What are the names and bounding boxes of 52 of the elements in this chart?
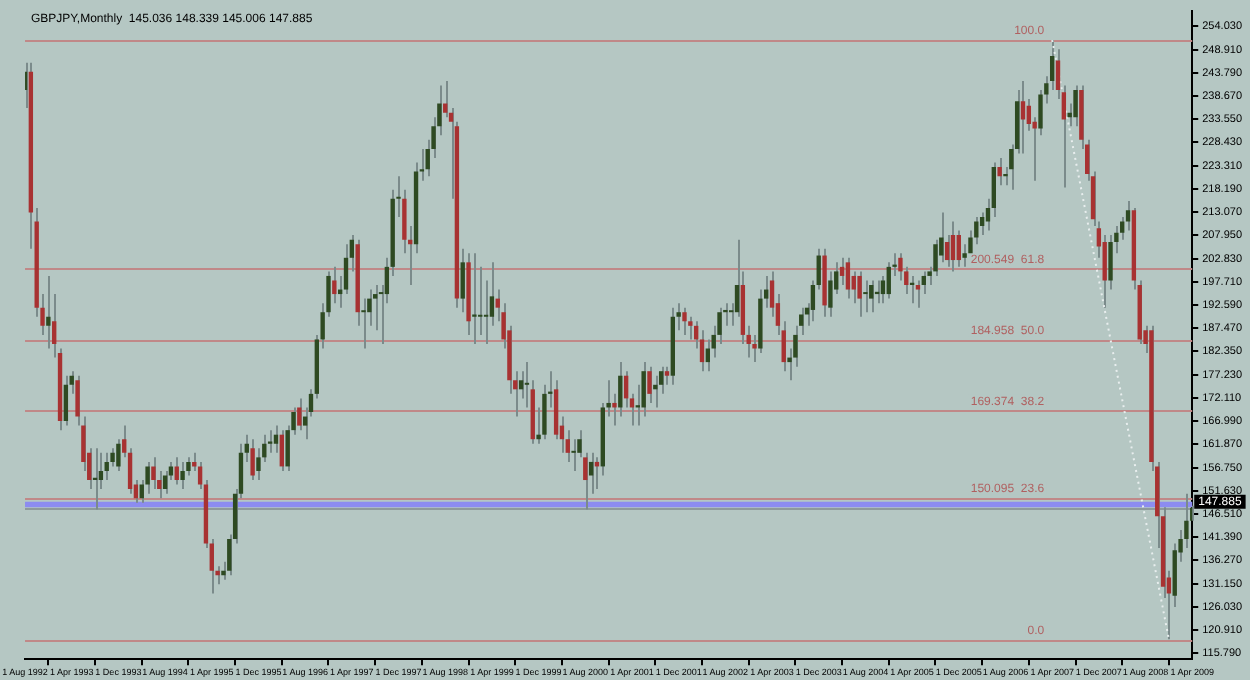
candlestick bbox=[933, 238, 938, 277]
candlestick bbox=[886, 261, 891, 300]
candlestick bbox=[799, 306, 804, 336]
candlestick bbox=[997, 157, 1002, 187]
candlestick bbox=[612, 392, 617, 427]
candlestick bbox=[647, 365, 652, 404]
candlestick bbox=[880, 274, 886, 305]
candlestick bbox=[839, 256, 845, 287]
candlestick bbox=[145, 460, 150, 495]
candlestick bbox=[688, 315, 693, 341]
candlestick bbox=[361, 297, 366, 350]
candlestick bbox=[641, 361, 646, 418]
candlestick bbox=[250, 438, 255, 482]
candlestick bbox=[273, 424, 279, 454]
candlestick bbox=[583, 451, 588, 511]
candlestick bbox=[1020, 79, 1026, 155]
candlestick bbox=[1073, 84, 1078, 128]
candlestick bbox=[845, 256, 851, 300]
candlestick bbox=[63, 374, 69, 427]
candlestick bbox=[151, 456, 156, 491]
candlestick bbox=[46, 274, 51, 350]
candlestick bbox=[950, 220, 956, 273]
candlestick bbox=[553, 379, 559, 441]
candlestick bbox=[571, 438, 576, 472]
candlestick bbox=[857, 270, 862, 318]
candlestick bbox=[174, 456, 179, 486]
candlestick bbox=[664, 365, 670, 386]
candlestick bbox=[443, 79, 448, 119]
candlestick bbox=[332, 265, 337, 305]
candlestick bbox=[769, 270, 775, 318]
candlestick bbox=[752, 333, 757, 364]
candlestick bbox=[472, 252, 477, 345]
candlestick bbox=[81, 415, 86, 472]
candlestick bbox=[682, 306, 687, 336]
candlestick bbox=[460, 247, 465, 314]
candlestick bbox=[297, 397, 302, 432]
candlestick bbox=[956, 229, 961, 268]
candlestick bbox=[653, 374, 658, 409]
candlestick bbox=[851, 270, 856, 305]
candlestick bbox=[373, 284, 378, 332]
candlestick bbox=[1108, 234, 1113, 291]
candlestick bbox=[863, 279, 868, 314]
candlestick bbox=[869, 279, 874, 314]
candlestick bbox=[915, 279, 921, 309]
candlestick bbox=[104, 451, 109, 482]
candlestick bbox=[1125, 200, 1131, 232]
candlestick bbox=[180, 460, 185, 491]
candlestick bbox=[267, 429, 273, 454]
candlestick bbox=[979, 211, 985, 237]
candlestick bbox=[699, 329, 705, 373]
candlestick bbox=[962, 243, 967, 268]
candlestick bbox=[75, 374, 80, 427]
